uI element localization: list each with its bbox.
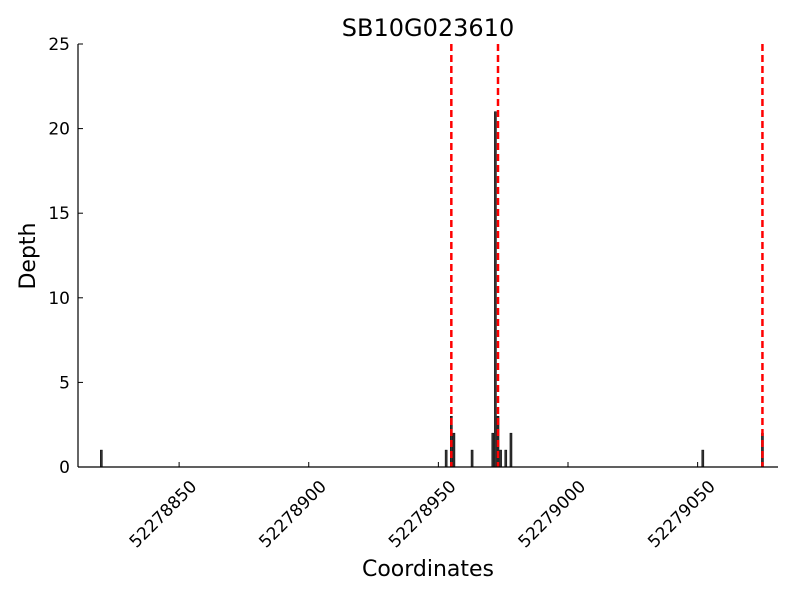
depth-bar	[470, 449, 474, 468]
y-tick-label: 20	[48, 120, 70, 140]
y-tick-label: 25	[48, 35, 70, 55]
y-tick-label: 10	[48, 289, 70, 309]
y-tick-label: 5	[59, 373, 70, 393]
x-tick-label: 52279000	[515, 477, 590, 552]
depth-bar	[444, 449, 448, 468]
depth-bar	[504, 449, 508, 468]
depth-bar	[761, 432, 764, 468]
depth-bar	[509, 432, 513, 468]
plot-area	[100, 44, 764, 468]
depth-bar	[452, 432, 456, 468]
depth-bar	[100, 449, 103, 468]
y-tick-label: 0	[59, 458, 70, 478]
chart-title: SB10G023610	[342, 14, 514, 42]
depth-bar	[499, 449, 502, 468]
depth-bar	[701, 449, 705, 468]
axes: 0 5 10 15 20 25 52278850 52278900 52278950 522790…	[48, 35, 778, 552]
x-axis-label: Coordinates	[362, 557, 494, 582]
y-tick-label: 15	[48, 204, 70, 224]
depth-bar	[494, 111, 497, 468]
depth-bar	[491, 432, 495, 468]
x-tick-label: 52278900	[255, 477, 330, 552]
x-tick-label: 52278850	[126, 477, 201, 552]
y-axis-label: Depth	[16, 222, 41, 289]
x-tick-label: 52278950	[385, 477, 460, 552]
x-tick-label: 52279050	[644, 477, 719, 552]
